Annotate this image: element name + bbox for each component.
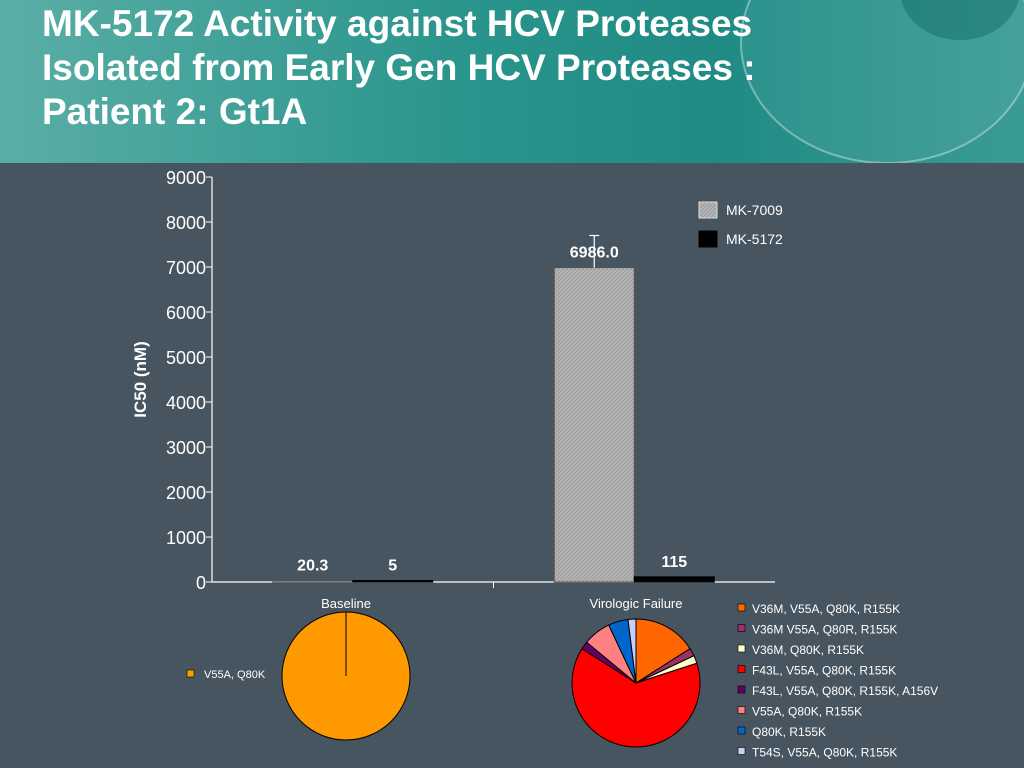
pie-slice: [571, 648, 701, 748]
pie-legend-swatch: [737, 665, 746, 673]
y-tick-label: 1000: [166, 528, 206, 548]
pie-title: Virologic Failure: [590, 596, 683, 611]
y-tick-label: 8000: [166, 213, 206, 233]
pie-legend-label: F43L, V55A, Q80K, R155K, A156V: [752, 684, 938, 698]
pie-legend-swatch: [737, 706, 746, 714]
pie-slice: [627, 618, 637, 684]
y-tick-label: 9000: [166, 168, 206, 188]
pie-legend-swatch: [737, 624, 746, 632]
legend-label: MK-5172: [726, 231, 783, 247]
pie-title: Baseline: [321, 596, 371, 611]
pie-legend-label: V36M, V55A, Q80K, R155K: [752, 602, 900, 616]
data-label: 5: [388, 558, 397, 575]
pie-legend-swatch: [737, 726, 746, 735]
y-axis-label: IC50 (nM): [131, 341, 150, 418]
y-tick-label: 6000: [166, 303, 206, 323]
legend-swatch: [698, 230, 718, 248]
slide-title-line: Patient 2: Gt1A: [42, 91, 308, 132]
legend-label: MK-7009: [726, 202, 783, 218]
mk-5172-bar: [352, 580, 434, 583]
data-label: 20.3: [297, 558, 328, 575]
pie-legend-label: Q80K, R155K: [752, 725, 826, 739]
pie-legend-label: T54S, V55A, Q80K, R155K: [752, 746, 897, 760]
pie-legend-label: V55A, Q80K: [204, 669, 266, 681]
pie-legend-swatch: [737, 644, 746, 653]
legend-swatch: [698, 201, 718, 219]
slide-title-line: Isolated from Early Gen HCV Proteases :: [42, 47, 756, 88]
title-banner: [0, 0, 1024, 163]
mk-5172-bar: [633, 576, 715, 583]
pie-legend-label: V36M V55A, Q80R, R155K: [752, 623, 897, 637]
slide-title: MK-5172 Activity against HCV Proteases I…: [42, 2, 1002, 134]
y-tick-label: 2000: [166, 483, 206, 503]
y-tick-label: 3000: [166, 438, 206, 458]
slide-title-line: MK-5172 Activity against HCV Proteases: [42, 3, 753, 44]
pie-legend-label: F43L, V55A, Q80K, R155K: [752, 664, 896, 678]
pie-legend-label: V36M, Q80K, R155K: [752, 643, 864, 657]
pie-slice: [635, 618, 691, 684]
mk-7009-bar: [553, 267, 635, 583]
pie-legend-swatch: [186, 669, 195, 678]
pie-legend-label: V55A, Q80K, R155K: [752, 705, 862, 719]
pie-legend-swatch: [737, 747, 746, 755]
pie-legend-swatch: [737, 685, 746, 694]
y-tick-label: 0: [196, 573, 206, 593]
pie-legend-swatch: [737, 603, 746, 612]
data-label: 115: [661, 554, 687, 571]
y-tick-label: 7000: [166, 258, 206, 278]
mk-7009-bar: [272, 580, 354, 583]
y-tick-label: 4000: [166, 393, 206, 413]
y-tick-label: 5000: [166, 348, 206, 368]
